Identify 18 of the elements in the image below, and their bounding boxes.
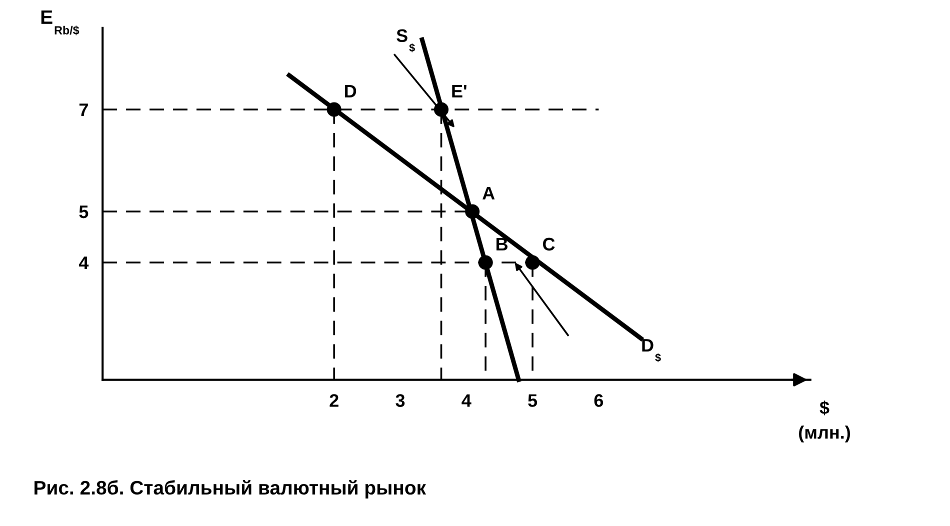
series-label: S$ [396, 29, 415, 52]
x-tick-label: 2 [330, 394, 338, 407]
x-tick-label: 4 [462, 394, 472, 407]
annotation: B [496, 238, 508, 250]
series-label: D$ [642, 339, 661, 362]
y-tick-label: 4 [78, 256, 89, 270]
x-axis-title: $ (млн.) [799, 400, 850, 442]
x-tick-label: 6 [594, 394, 604, 407]
y-tick-label: 5 [79, 206, 88, 218]
y-axis-title: ERb/$ [41, 10, 80, 36]
annotation: C [543, 238, 555, 251]
x-tick-label: 5 [528, 394, 538, 407]
annotation: E' [452, 84, 466, 98]
text: Рис. 2.8б. Стабильный валютный рынок [34, 480, 426, 498]
y-tick-label: 7 [79, 104, 88, 116]
x-tick-label: 3 [396, 394, 405, 407]
annotation: A [482, 186, 495, 200]
annotation: D [345, 84, 356, 98]
